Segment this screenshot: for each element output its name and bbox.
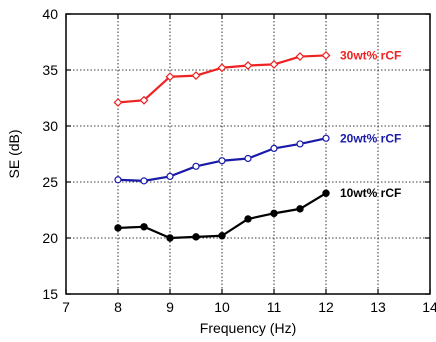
y-tick-label: 30 [42,118,58,134]
plot-frame [65,13,431,295]
y-tick-label: 15 [42,286,58,302]
data-point [295,52,305,62]
x-tick-label: 10 [214,299,230,315]
y-tick-label: 40 [42,6,58,22]
data-point [114,176,122,184]
x-tick-label: 11 [267,299,282,315]
series-1: 30wt% rCF [113,48,401,107]
data-point [269,59,279,69]
y-tick-label: 25 [42,174,58,190]
data-point [166,172,174,180]
x-tick-label: 12 [318,299,334,315]
x-tick-label: 9 [166,299,174,315]
data-point [218,157,226,165]
data-point [140,223,148,231]
data-point [270,144,278,152]
series-2: 20wt% rCF [114,131,401,185]
data-point [140,177,148,185]
series-label: 10wt% rCF [340,186,401,200]
data-point [218,232,226,240]
data-point [217,63,227,73]
data-point [322,189,330,197]
data-point [244,215,252,223]
data-point [244,154,252,163]
x-tick-label: 13 [370,299,386,315]
data-point [270,209,278,218]
data-point [114,224,122,232]
series-group: 30wt% rCF 20wt% rCF 10wt% rCF [113,48,401,242]
x-tick-label: 14 [422,299,436,315]
data-point [191,71,201,81]
data-point [296,205,304,213]
series-label: 20wt% rCF [340,131,401,145]
data-point [321,50,331,60]
y-tick-label: 35 [42,62,58,78]
data-point [113,98,123,107]
series-3: 10wt% rCF [114,186,401,242]
y-tick-label: 20 [42,230,58,246]
data-point [192,162,200,170]
data-point [139,95,149,105]
series-label: 30wt% rCF [340,48,401,62]
x-tick-label: 8 [114,299,122,315]
axis-ticks: 7 8 9 10 11 12 13 14 15 20 25 30 35 40 [42,6,436,315]
data-point [296,140,304,148]
data-point [192,233,200,241]
data-point [243,61,253,70]
data-point [322,134,330,142]
y-axis-title: SE (dB) [6,129,22,178]
x-tick-label: 7 [62,299,70,315]
data-point [165,72,175,82]
data-point [166,234,174,242]
x-axis-title: Frequency (Hz) [200,320,296,336]
